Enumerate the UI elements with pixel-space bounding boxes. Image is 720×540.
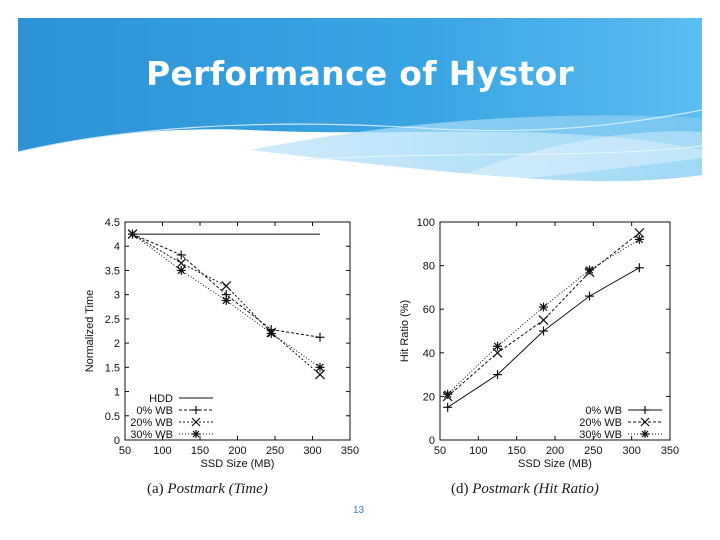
- hit-legend-marker: [641, 406, 649, 414]
- hit-plot-frame: [439, 221, 671, 441]
- time-ytick-label: 1.5: [105, 362, 120, 374]
- time-ytick-label: 0.5: [105, 411, 120, 423]
- left-chart-caption: (a) Postmark (Time): [147, 481, 268, 498]
- hit-data-point: [539, 302, 548, 312]
- hit-data-point: [585, 265, 594, 275]
- time-legend-label: 20% WB: [130, 417, 173, 429]
- hit-xtick-label: 200: [546, 445, 564, 457]
- slide-title: Performance of Hystor: [145, 54, 575, 93]
- hit-data-point: [493, 370, 502, 380]
- time-xtick-label: 50: [119, 445, 131, 457]
- hit-data-point: [443, 402, 453, 412]
- hit-ytick-label: 80: [423, 261, 435, 273]
- time-ytick-label: 2.5: [105, 314, 120, 326]
- hit-data-point: [539, 326, 548, 336]
- time-data-point: [315, 332, 325, 342]
- hit-data-point: [585, 291, 594, 301]
- time-xtick-label: 150: [191, 445, 209, 457]
- hit-ytick-label: 60: [423, 304, 435, 316]
- time-xtick-label: 300: [303, 445, 321, 457]
- time-ytick-label: 3: [114, 290, 120, 302]
- time-data-point: [221, 295, 231, 305]
- hit-x-axis-label: SSD Size (MB): [518, 458, 592, 470]
- hit-xtick-label: 100: [469, 445, 487, 457]
- hit-xtick-label: 250: [584, 445, 602, 457]
- postmark-hit-ratio-chart: 50 100 150 200 250 300 350 0 20 40 60 80 100 SSD Size…: [399, 217, 679, 470]
- left-caption-label: (a): [147, 481, 164, 497]
- time-xtick-label: 100: [153, 445, 171, 457]
- hit-xtick-label: 350: [661, 445, 679, 457]
- time-ytick-label: 4: [114, 241, 120, 253]
- hit-ytick-label: 0: [429, 435, 435, 447]
- time-legend-label: 0% WB: [136, 405, 173, 417]
- time-ytick-label: 1: [114, 387, 120, 399]
- hit-ytick-label: 40: [423, 348, 435, 360]
- time-data-point: [315, 369, 325, 380]
- hit-legend-label: 20% WB: [579, 417, 622, 429]
- hit-xtick-label: 150: [507, 445, 525, 457]
- time-data-point: [266, 328, 276, 338]
- hit-legend-label: 30% WB: [579, 429, 622, 441]
- hit-data-point: [634, 263, 644, 273]
- postmark-time-chart: 50 100 150 200 250 300 350 0 0.5 1 1.5 2 2.5 3 3.5 4 4.5…: [84, 217, 359, 470]
- time-ytick-label: 0: [114, 435, 120, 447]
- time-data-point: [176, 265, 186, 275]
- time-legend-label: HDD: [149, 393, 173, 405]
- hit-data-point: [538, 315, 549, 326]
- time-data-point: [221, 281, 232, 291]
- hit-ytick-label: 100: [417, 217, 435, 229]
- time-legend-marker: [192, 406, 200, 414]
- right-chart-caption: (d) Postmark (Hit Ratio): [451, 481, 599, 498]
- hit-data-point: [443, 389, 453, 399]
- hit-y-axis-label: Hit Ratio (%): [399, 300, 411, 362]
- time-xtick-label: 200: [228, 445, 246, 457]
- time-xtick-label: 350: [341, 445, 359, 457]
- time-series-line-2: [132, 233, 321, 375]
- hit-series-line-0: [447, 267, 640, 408]
- hit-legend-marker: [640, 417, 650, 427]
- right-caption-label: (d): [451, 481, 469, 497]
- left-caption-title: Postmark (Time): [167, 481, 268, 497]
- right-caption-title: Postmark (Hit Ratio): [472, 481, 599, 497]
- time-data-point: [315, 362, 325, 372]
- time-x-axis-label: SSD Size (MB): [201, 458, 275, 470]
- time-legend-label: 30% WB: [130, 429, 173, 441]
- hit-legend-marker: [641, 430, 649, 438]
- time-y-axis-label: Normalized Time: [84, 290, 96, 373]
- hit-legend-label: 0% WB: [585, 405, 622, 417]
- time-legend-marker: [191, 417, 201, 427]
- hit-series-line-2: [447, 239, 640, 395]
- time-series-line-1: [132, 233, 321, 338]
- hit-data-point: [634, 234, 644, 244]
- hit-ytick-label: 20: [423, 391, 435, 403]
- time-ytick-label: 3.5: [105, 265, 120, 277]
- time-data-point: [176, 258, 187, 269]
- time-ytick-label: 4.5: [105, 217, 120, 229]
- hit-data-point: [493, 341, 502, 351]
- page-number: 13: [353, 505, 365, 516]
- time-ytick-label: 2: [114, 338, 120, 350]
- hit-xtick-label: 50: [434, 445, 446, 457]
- time-data-point: [176, 250, 186, 260]
- hit-xtick-label: 300: [622, 445, 640, 457]
- time-data-point: [128, 229, 137, 239]
- time-legend-marker: [192, 430, 200, 438]
- time-xtick-label: 250: [266, 445, 284, 457]
